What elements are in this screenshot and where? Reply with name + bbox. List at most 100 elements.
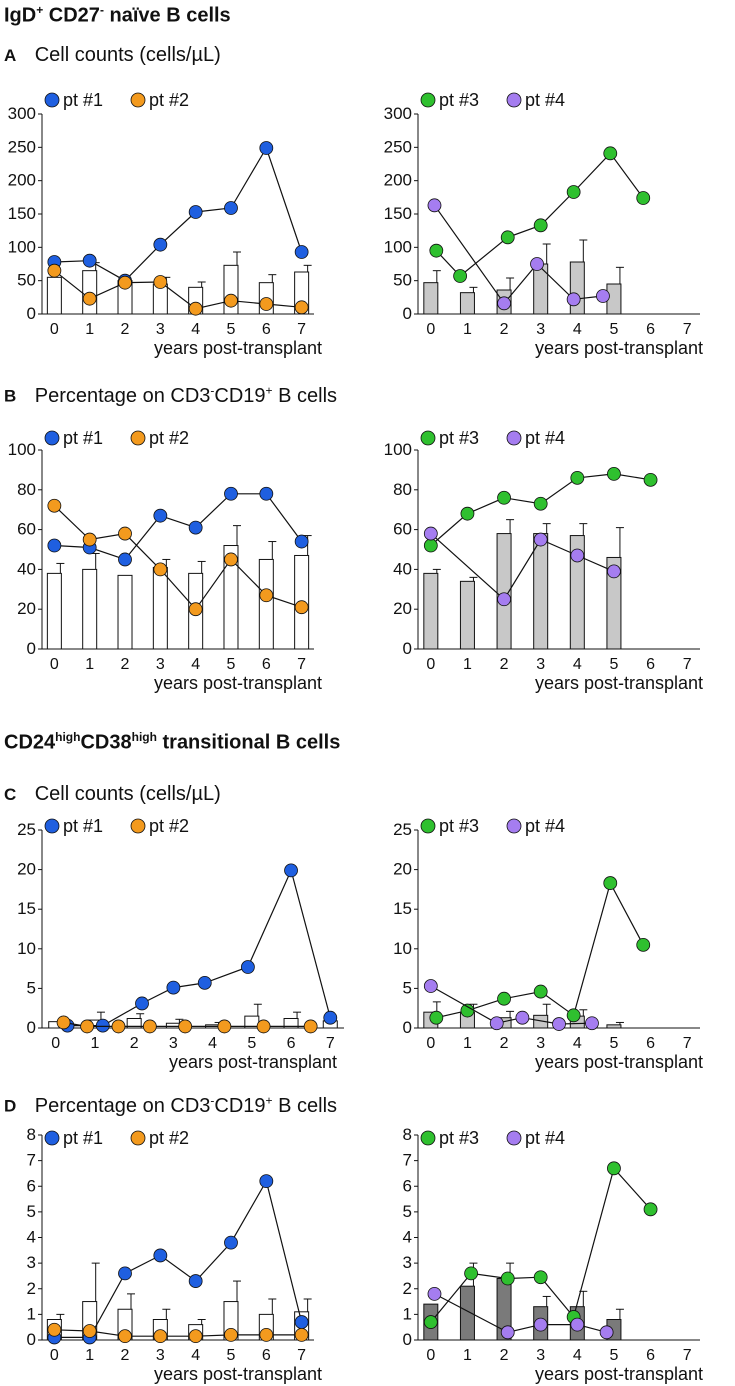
x-tick-label: 1 [85, 656, 94, 673]
series-point [636, 937, 651, 952]
y-tick-label: 10 [17, 939, 36, 958]
y-tick-label: 300 [8, 104, 36, 123]
x-tick-label: 4 [191, 321, 200, 338]
series-point [82, 291, 97, 306]
x-tick-label: 2 [500, 1035, 509, 1052]
y-tick-label: 25 [393, 820, 412, 839]
y-tick-label: 300 [384, 104, 412, 123]
series-point [530, 257, 544, 271]
series-point [47, 538, 62, 553]
series-point [153, 275, 168, 289]
y-tick-label: 0 [27, 1018, 36, 1037]
x-tick-label: 5 [609, 1035, 618, 1052]
x-tick-label: 7 [326, 1035, 335, 1052]
series-line [67, 868, 331, 1027]
y-tick-label: 1 [403, 1304, 412, 1323]
series-point [259, 297, 274, 311]
series-point [153, 1329, 168, 1344]
panel-c-title: Cell counts (cells/µL) [34, 783, 221, 805]
bar [223, 545, 239, 650]
bar [283, 1017, 299, 1029]
series-point [566, 292, 581, 307]
x-tick-label: 3 [169, 1035, 178, 1052]
panel-d-header: D Percentage on CD3-CD19+ B cells [4, 1093, 337, 1118]
legend-label: pt #4 [525, 428, 565, 448]
legend-marker [44, 818, 60, 834]
bar [258, 558, 274, 650]
series-point [497, 490, 511, 505]
x-tick-label: 0 [426, 656, 435, 673]
y-tick-label: 0 [27, 1330, 36, 1349]
series-point [533, 1270, 548, 1285]
x-tick-label: 6 [646, 1347, 655, 1364]
y-tick-label: 15 [17, 899, 36, 918]
series-point [80, 1019, 95, 1034]
y-tick-label: 100 [8, 440, 36, 459]
x-tick-label: 5 [609, 321, 618, 338]
y-tick-label: 100 [384, 440, 412, 459]
series-point [294, 300, 309, 315]
series-point [118, 1266, 132, 1281]
series-point [197, 975, 212, 990]
series-point [111, 1019, 126, 1034]
bar [126, 1017, 142, 1029]
x-tick-label: 1 [463, 1035, 472, 1052]
y-tick-label: 0 [403, 1330, 412, 1349]
y-tick-label: 0 [27, 304, 36, 323]
x-tick-label: 3 [536, 321, 545, 338]
series-point [188, 1274, 203, 1288]
y-tick-label: 3 [27, 1253, 36, 1272]
panel-d-title: Percentage on CD3-CD19+ B cells [34, 1093, 338, 1117]
bar [533, 533, 549, 650]
x-tick-label: 1 [85, 1347, 94, 1364]
series-point [217, 1019, 232, 1034]
x-tick-label: 5 [227, 656, 236, 673]
x-tick-label: 0 [426, 1347, 435, 1364]
legend-marker [130, 818, 146, 834]
series-point [259, 486, 274, 501]
y-tick-label: 50 [393, 271, 412, 290]
series-point [453, 269, 468, 283]
bar [46, 572, 62, 650]
legend-marker [420, 818, 436, 834]
x-tick-label: 6 [262, 1347, 271, 1364]
x-tick-label: 1 [85, 321, 94, 338]
bar [496, 533, 512, 650]
legend-marker [44, 1130, 60, 1146]
legend-label: pt #2 [149, 1128, 189, 1148]
series-point [497, 592, 511, 607]
x-tick-label: 1 [463, 656, 472, 673]
legend-label: pt #4 [525, 816, 565, 836]
series-point [82, 1324, 97, 1338]
y-tick-label: 40 [17, 559, 36, 578]
x-tick-label: 7 [297, 656, 306, 673]
legend-label: pt #1 [63, 428, 103, 448]
x-tick-label: 0 [426, 1035, 435, 1052]
x-tick-label: 5 [227, 321, 236, 338]
series-point [188, 1329, 203, 1344]
series-point [82, 532, 97, 547]
panel-a-title: Cell counts (cells/µL) [34, 44, 221, 66]
series-point [142, 1019, 157, 1034]
bar [165, 1022, 181, 1029]
bar [117, 574, 133, 650]
series-point [570, 548, 585, 563]
x-tick-label: 3 [536, 656, 545, 673]
y-tick-label: 5 [27, 1202, 36, 1221]
series-point [423, 979, 438, 993]
x-tick-label: 6 [262, 656, 271, 673]
x-tick-label: 3 [156, 1347, 165, 1364]
series-point [224, 1235, 238, 1250]
series-point [643, 1202, 658, 1217]
series-point [566, 185, 581, 199]
bar [459, 292, 475, 315]
bar [423, 572, 439, 650]
y-tick-label: 7 [403, 1151, 412, 1170]
series-point [135, 996, 149, 1011]
y-tick-label: 2 [403, 1279, 412, 1298]
y-tick-label: 5 [403, 978, 412, 997]
y-tick-label: 20 [393, 860, 412, 879]
